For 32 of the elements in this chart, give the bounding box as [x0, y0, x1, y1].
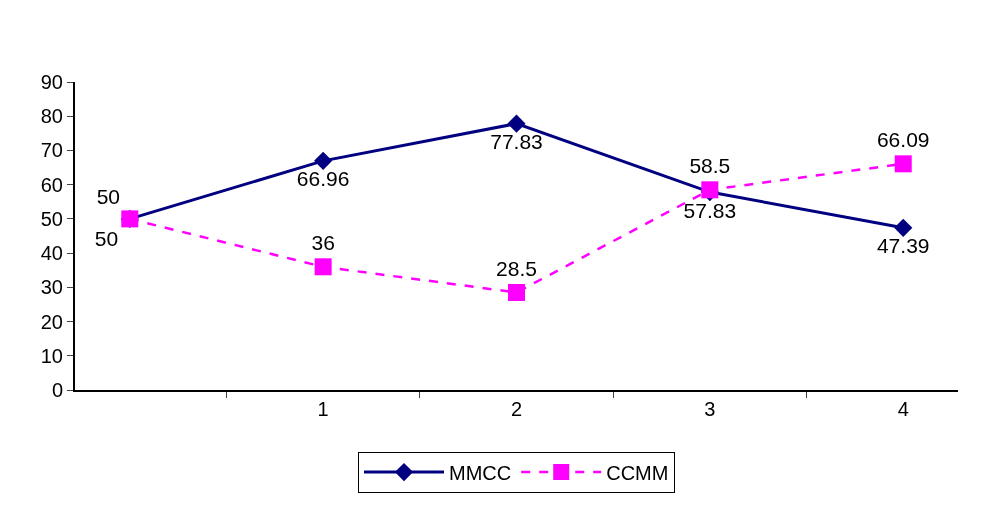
x-tick-label: 1: [317, 398, 329, 420]
point: [508, 283, 525, 301]
y-tick-label: 70: [40, 139, 63, 162]
data-label: 66.09: [876, 127, 930, 151]
y-tick-label: 10: [40, 344, 63, 367]
y-tick-label: 50: [40, 207, 63, 230]
point: [894, 155, 912, 173]
data-label: 50: [96, 184, 121, 208]
data-label: 57.83: [683, 198, 737, 222]
point: [894, 218, 913, 237]
data-label: 58.5: [689, 153, 731, 177]
data-label: 66.96: [296, 167, 350, 191]
data-label: 77.83: [490, 130, 543, 154]
x-tick-label: 4: [897, 398, 909, 420]
y-tick-label: 80: [40, 105, 63, 128]
data-label: 50: [94, 227, 119, 251]
x-tick-label: 2: [510, 398, 523, 420]
y-tick-label: 90: [40, 71, 63, 93]
legend-label: MMCC: [449, 461, 512, 484]
x-tick-label: 3: [704, 398, 716, 420]
data-label: 36: [311, 230, 335, 254]
y-tick-label: 60: [40, 173, 63, 196]
point: [507, 114, 526, 133]
point: [314, 151, 333, 170]
y-tick-label: 0: [51, 379, 63, 401]
y-tick-label: 40: [40, 242, 63, 265]
data-label: 47.39: [876, 234, 930, 258]
legend-label: CCMM: [606, 461, 669, 484]
point: [314, 258, 332, 276]
y-tick-label: 20: [40, 310, 63, 333]
y-tick-label: 30: [40, 276, 63, 299]
data-label: 28.5: [496, 256, 537, 280]
